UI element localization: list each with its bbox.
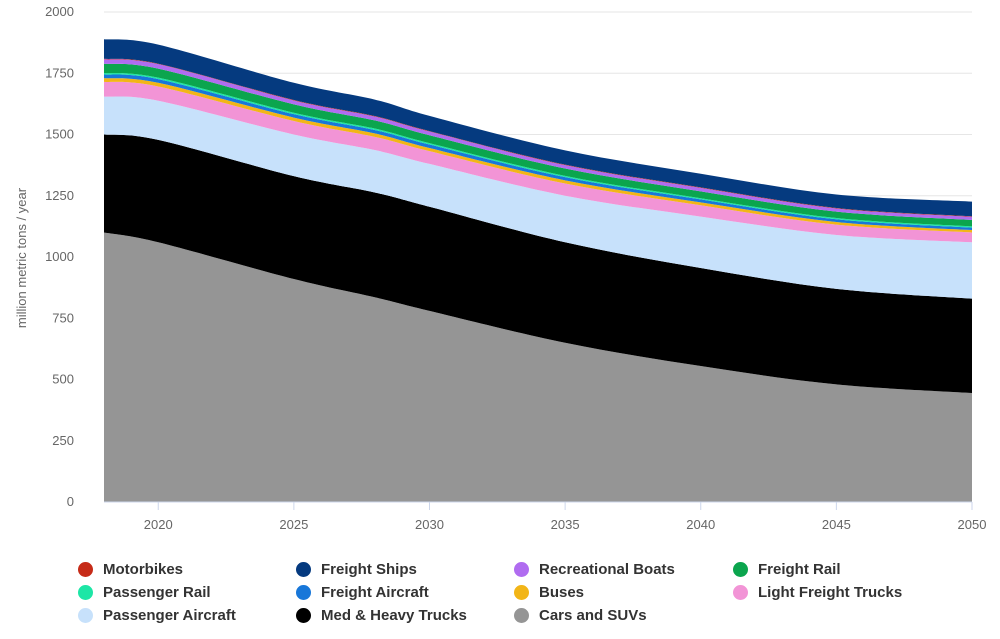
x-tick-label: 2045 [822, 517, 851, 532]
y-tick-label: 1500 [45, 127, 74, 142]
x-tick-label: 2035 [551, 517, 580, 532]
legend-label: Light Freight Trucks [758, 583, 903, 601]
legend-item[interactable]: Passenger Rail [78, 582, 211, 602]
legend-label: Recreational Boats [539, 560, 675, 578]
y-tick-label: 500 [52, 372, 74, 387]
legend-item[interactable]: Motorbikes [78, 559, 183, 579]
legend-label: Passenger Rail [103, 583, 211, 601]
legend-label: Passenger Aircraft [103, 606, 236, 624]
y-tick-label: 1000 [45, 249, 74, 264]
chart-legend: Motorbikes Freight Ships Recreational Boat… [78, 559, 978, 631]
legend-swatch [296, 584, 311, 600]
area-passenger-aircraft [104, 96, 972, 299]
legend-item[interactable]: Recreational Boats [514, 559, 675, 579]
legend-item[interactable]: Freight Ships [296, 559, 417, 579]
y-tick-label: 750 [52, 310, 74, 325]
legend-item[interactable]: Buses [514, 582, 584, 602]
y-tick-label: 2000 [45, 4, 74, 19]
legend-item[interactable]: Passenger Aircraft [78, 605, 236, 625]
axes: 0 250 500 750 1000 1250 1500 1750 2000 2020 2025 20… [45, 4, 986, 532]
legend-label: Med & Heavy Trucks [321, 606, 467, 624]
area-light-freight-trucks [104, 81, 972, 243]
legend-item[interactable]: Freight Aircraft [296, 582, 429, 602]
area-freight-aircraft [104, 74, 972, 231]
y-tick-label: 0 [67, 494, 74, 509]
y-axis-label: million metric tons / year [14, 187, 29, 328]
area-freight-ships [104, 39, 972, 217]
x-tick-label: 2025 [279, 517, 308, 532]
legend-item[interactable]: Freight Rail [733, 559, 841, 579]
legend-item[interactable]: Med & Heavy Trucks [296, 605, 467, 625]
area-buses [104, 78, 972, 233]
x-tick-label: 2020 [144, 517, 173, 532]
legend-label: Freight Rail [758, 560, 841, 578]
x-tick-label: 2030 [415, 517, 444, 532]
area-freight-rail [104, 63, 972, 227]
legend-label: Freight Ships [321, 560, 417, 578]
legend-swatch [296, 561, 311, 577]
area-recreational-boats [104, 59, 972, 221]
legend-swatch [296, 607, 311, 623]
legend-swatch [78, 607, 93, 623]
y-tick-label: 1750 [45, 65, 74, 80]
legend-label: Motorbikes [103, 560, 184, 578]
legend-swatch [514, 584, 529, 600]
legend-swatch [78, 584, 93, 600]
legend-swatch [733, 561, 748, 577]
legend-label: Buses [539, 583, 585, 601]
legend-item[interactable]: Cars and SUVs [514, 605, 647, 625]
x-tick-label: 2040 [686, 517, 715, 532]
y-tick-label: 1250 [45, 188, 74, 203]
legend-label: Cars and SUVs [539, 606, 647, 624]
x-tick-label: 2050 [958, 517, 987, 532]
legend-swatch [514, 561, 529, 577]
area-med-and-heavy-trucks [104, 134, 972, 393]
y-tick-label: 250 [52, 433, 74, 448]
area-cars-and-suvs [104, 232, 972, 502]
legend-swatch [733, 584, 748, 600]
legend-swatch [78, 561, 93, 577]
area-series [104, 39, 972, 502]
legend-swatch [514, 607, 529, 623]
legend-item[interactable]: Light Freight Trucks [733, 582, 902, 602]
legend-label: Freight Aircraft [321, 583, 429, 601]
